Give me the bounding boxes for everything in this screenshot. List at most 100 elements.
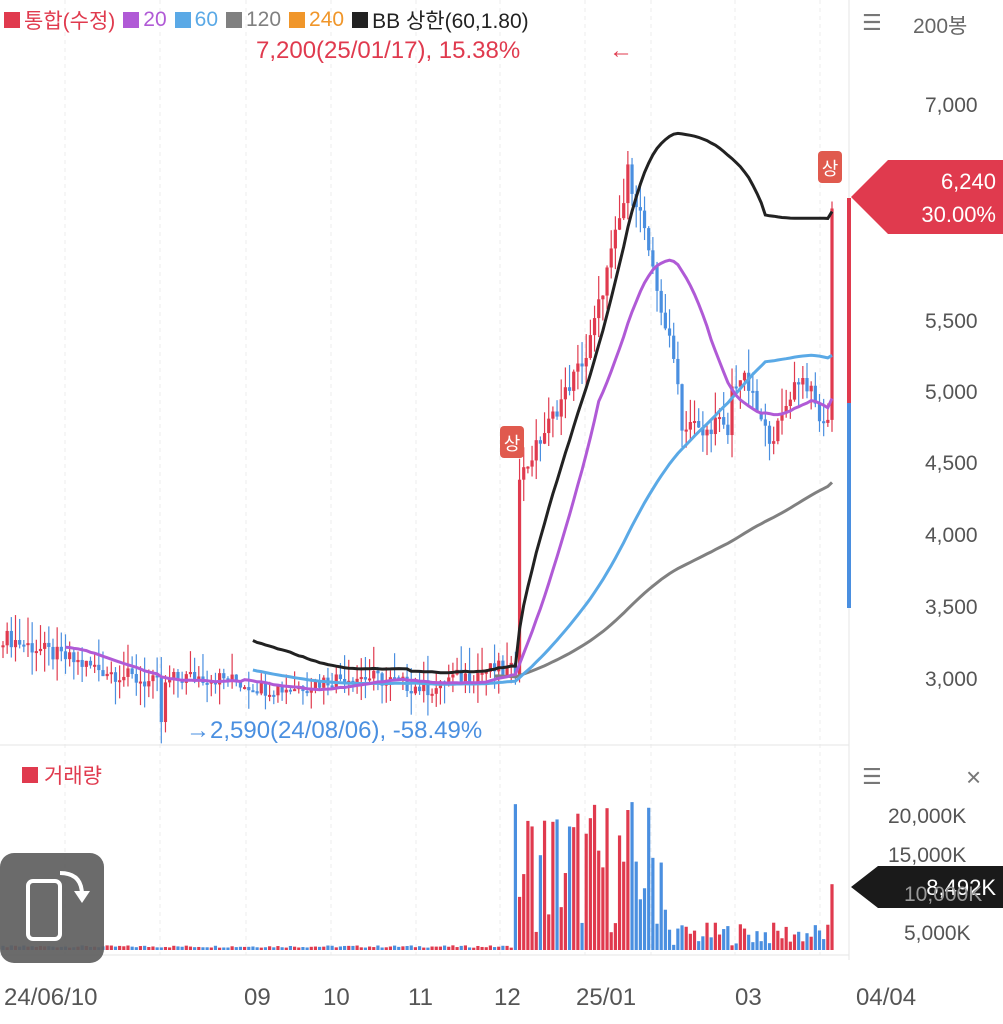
candle-body [305, 691, 309, 694]
volume-bar [338, 946, 343, 950]
volume-bar [355, 945, 359, 950]
candle-body [705, 429, 709, 436]
close-icon[interactable]: × [966, 762, 982, 792]
volume-bar [284, 947, 288, 950]
volume-bar [130, 946, 134, 950]
candle-body [784, 406, 788, 414]
volume-bar [663, 909, 667, 950]
volume-bar [759, 941, 763, 950]
volume-bar [222, 947, 226, 950]
candle-body [426, 680, 430, 696]
volume-bar [188, 946, 193, 950]
volume-bar [767, 943, 772, 950]
candle-body [780, 413, 784, 421]
volume-bar [205, 947, 209, 950]
current-volume: 8,492K [926, 875, 996, 900]
candle-body [88, 660, 93, 666]
price-tick: 5,500 [925, 310, 978, 333]
candle-body [676, 358, 680, 385]
price-tick: 4,500 [925, 452, 978, 475]
candle-body [126, 668, 130, 677]
candle-body [742, 372, 747, 381]
legend-item-ma240: 240 [289, 8, 344, 32]
candle-body [101, 670, 105, 677]
candle-body [259, 681, 263, 694]
candle-body [188, 671, 193, 675]
candle-body [576, 363, 580, 372]
volume-bar [151, 946, 155, 950]
volume-bar [580, 922, 584, 950]
candle-body [338, 674, 343, 680]
volume-bar [559, 907, 563, 950]
volume-bar [747, 934, 751, 950]
candle-body [642, 210, 647, 229]
candle-body [222, 673, 226, 679]
candle-body [722, 417, 726, 425]
volume-bar [572, 827, 576, 950]
candle-body [534, 440, 538, 461]
candle-body [547, 418, 551, 434]
candle-body [184, 674, 188, 683]
candle-body [467, 673, 472, 683]
candle-body [109, 672, 113, 675]
volume-bar [676, 928, 680, 950]
candle-body [492, 663, 497, 672]
candle-body [630, 164, 634, 194]
candle-body [118, 680, 122, 683]
candle-body [667, 328, 672, 336]
volume-bar [234, 947, 238, 950]
volume-bar [172, 945, 176, 950]
volume-bar [626, 810, 630, 950]
candle-body [113, 672, 118, 682]
candle-body [155, 675, 159, 678]
limit-up-text: 상 [822, 159, 839, 180]
volume-bar [813, 925, 817, 950]
chart-menu-icon[interactable]: ☰ [862, 10, 882, 35]
candle-body [592, 318, 597, 336]
volume-bar [492, 947, 497, 950]
volume-bar [522, 874, 526, 950]
rotate-screen-button[interactable] [0, 853, 104, 963]
volume-bar [276, 946, 280, 950]
candle-body [430, 693, 434, 696]
volume-bar [334, 947, 338, 950]
candle-body [788, 399, 792, 407]
volume-tick: 10,000K [904, 883, 983, 906]
volume-bar [822, 939, 826, 950]
candlestick-series [1, 151, 834, 744]
candle-body [5, 630, 9, 646]
candle-body [434, 688, 438, 694]
volume-bar [213, 945, 218, 950]
candle-body [318, 681, 322, 688]
candle-body [588, 335, 592, 358]
volume-bar [168, 947, 172, 950]
volume-bar [780, 938, 784, 950]
legend-item-ma20: 20 [123, 8, 167, 32]
volume-bar [592, 804, 597, 950]
candle-body [713, 417, 717, 435]
volume-tick: 20,000K [888, 805, 967, 828]
date-tick: 09 [244, 984, 271, 1011]
candle-body [551, 411, 555, 419]
volume-bar [638, 899, 642, 950]
candle-body [830, 208, 834, 420]
volume-bar [547, 914, 551, 950]
volume-bar [697, 941, 701, 950]
candle-body [218, 673, 222, 685]
volume-menu-icon[interactable]: ☰ [862, 764, 882, 789]
volume-bar [659, 862, 663, 950]
volume-bar [430, 946, 434, 950]
candle-body [559, 399, 563, 417]
candle-body [159, 677, 163, 723]
volume-bar [251, 946, 255, 950]
limit-up-badge-apr: 상 [818, 151, 842, 183]
candle-body [151, 675, 155, 682]
candle-body [238, 682, 243, 688]
volume-bar [805, 933, 809, 950]
volume-bar [701, 936, 705, 950]
period-label[interactable]: 200봉 [913, 15, 968, 38]
volume-bar [313, 946, 318, 950]
volume-bar [372, 947, 376, 950]
candle-body [522, 467, 526, 480]
